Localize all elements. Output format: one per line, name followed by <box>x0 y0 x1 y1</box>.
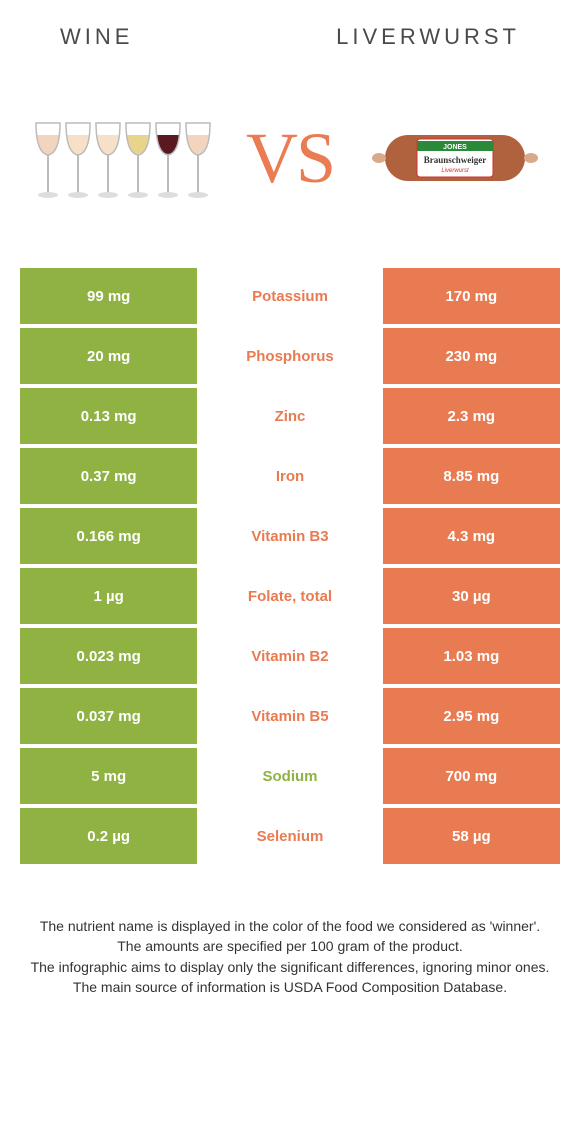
right-value: 2.95 mg <box>383 688 560 744</box>
table-row: 0.37 mg Iron 8.85 mg <box>20 448 560 504</box>
right-value: 1.03 mg <box>383 628 560 684</box>
left-value: 20 mg <box>20 328 197 384</box>
svg-text:JONES: JONES <box>443 144 467 151</box>
nutrient-name: Vitamin B2 <box>201 628 378 684</box>
nutrient-name: Potassium <box>201 268 378 324</box>
table-row: 0.13 mg Zinc 2.3 mg <box>20 388 560 444</box>
nutrient-table: 99 mg Potassium 170 mg 20 mg Phosphorus 230 m… <box>20 268 560 864</box>
nutrient-name: Phosphorus <box>201 328 378 384</box>
comparison-hero: VS JONES Braunschweiger Liverwurst <box>0 68 580 268</box>
right-food-title: Liverwurst <box>336 24 520 50</box>
nutrient-name: Vitamin B3 <box>201 508 378 564</box>
table-row: 20 mg Phosphorus 230 mg <box>20 328 560 384</box>
left-food-title: Wine <box>60 24 133 50</box>
left-value: 5 mg <box>20 748 197 804</box>
vs-label: VS <box>246 117 334 200</box>
left-value: 0.166 mg <box>20 508 197 564</box>
nutrient-name: Zinc <box>201 388 378 444</box>
nutrient-name: Selenium <box>201 808 378 864</box>
liverwurst-icon: JONES Braunschweiger Liverwurst <box>365 113 545 203</box>
nutrient-label: Phosphorus <box>246 348 334 365</box>
nutrient-name: Folate, total <box>201 568 378 624</box>
footnotes: The nutrient name is displayed in the co… <box>24 916 556 997</box>
wine-image <box>30 98 220 218</box>
table-row: 0.037 mg Vitamin B5 2.95 mg <box>20 688 560 744</box>
right-value: 170 mg <box>383 268 560 324</box>
footnote-line: The infographic aims to display only the… <box>24 957 556 977</box>
nutrient-label: Zinc <box>275 408 306 425</box>
left-value: 0.37 mg <box>20 448 197 504</box>
left-value: 0.13 mg <box>20 388 197 444</box>
table-row: 99 mg Potassium 170 mg <box>20 268 560 324</box>
footnote-line: The nutrient name is displayed in the co… <box>24 916 556 936</box>
nutrient-label: Folate, total <box>248 588 332 605</box>
nutrient-name: Sodium <box>201 748 378 804</box>
right-value: 8.85 mg <box>383 448 560 504</box>
nutrient-label: Potassium <box>252 288 328 305</box>
nutrient-label: Iron <box>276 468 304 485</box>
header: Wine Liverwurst <box>0 0 580 68</box>
table-row: 0.023 mg Vitamin B2 1.03 mg <box>20 628 560 684</box>
left-value: 1 µg <box>20 568 197 624</box>
table-row: 5 mg Sodium 700 mg <box>20 748 560 804</box>
nutrient-label: Vitamin B3 <box>251 528 328 545</box>
right-value: 30 µg <box>383 568 560 624</box>
left-value: 0.2 µg <box>20 808 197 864</box>
left-value: 99 mg <box>20 268 197 324</box>
nutrient-name: Iron <box>201 448 378 504</box>
nutrient-label: Sodium <box>262 768 317 785</box>
svg-text:Liverwurst: Liverwurst <box>441 168 469 174</box>
right-value: 700 mg <box>383 748 560 804</box>
nutrient-label: Vitamin B5 <box>251 708 328 725</box>
nutrient-label: Selenium <box>257 828 324 845</box>
liverwurst-image: JONES Braunschweiger Liverwurst <box>360 98 550 218</box>
svg-text:Braunschweiger: Braunschweiger <box>424 155 487 165</box>
right-value: 4.3 mg <box>383 508 560 564</box>
right-value: 2.3 mg <box>383 388 560 444</box>
wine-glasses-icon <box>30 103 220 213</box>
nutrient-name: Vitamin B5 <box>201 688 378 744</box>
left-value: 0.037 mg <box>20 688 197 744</box>
footnote-line: The main source of information is USDA F… <box>24 977 556 997</box>
footnote-line: The amounts are specified per 100 gram o… <box>24 936 556 956</box>
table-row: 1 µg Folate, total 30 µg <box>20 568 560 624</box>
table-row: 0.166 mg Vitamin B3 4.3 mg <box>20 508 560 564</box>
right-value: 230 mg <box>383 328 560 384</box>
right-value: 58 µg <box>383 808 560 864</box>
left-value: 0.023 mg <box>20 628 197 684</box>
nutrient-label: Vitamin B2 <box>251 648 328 665</box>
table-row: 0.2 µg Selenium 58 µg <box>20 808 560 864</box>
